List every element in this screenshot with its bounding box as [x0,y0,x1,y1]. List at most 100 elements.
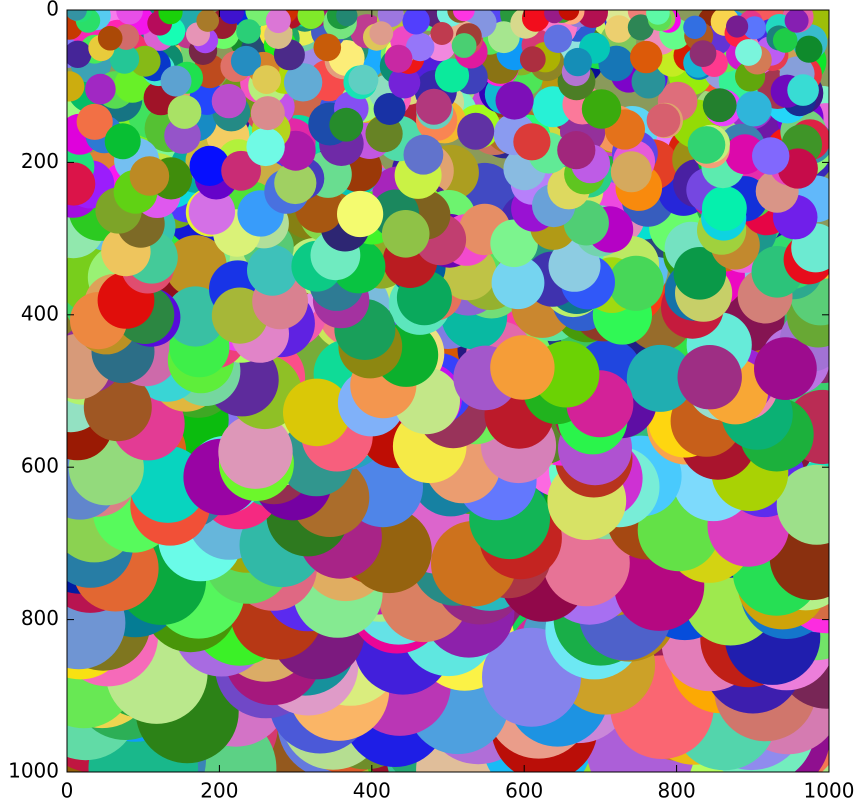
image-cell [158,10,183,25]
image-cell [373,93,406,125]
image-cell [519,46,546,73]
image-cell [558,10,580,21]
y-tick-label: 400 [21,301,59,325]
image-cell [557,131,596,170]
image-cell [772,28,798,53]
image-cell [160,65,192,97]
image-cell [250,96,285,131]
image-cell [402,10,430,35]
image-cell [646,10,670,25]
y-tick-label: 600 [21,454,59,478]
image-cell [776,464,829,545]
image-cell [610,151,652,193]
x-tick-label: 800 [658,779,696,801]
image-cell [67,71,85,102]
image-cell [252,65,281,94]
image-cell [221,150,261,191]
image-cell [491,256,545,310]
image-cell [388,66,421,99]
y-tick-label: 800 [21,606,59,630]
image-cell [219,10,245,25]
image-cell [581,89,622,129]
image-cell [283,63,323,102]
image-cell [247,244,298,296]
image-cell [129,156,170,196]
y-tick-label: 200 [21,149,59,173]
image-cell [795,35,823,63]
image-cell [735,39,762,66]
y-tick-label: 1000 [8,759,59,783]
image-cell [608,255,664,311]
image-cell [406,32,435,62]
image-cell [452,10,475,22]
image-cell [702,88,737,123]
image-cell [451,33,477,58]
x-tick-label: 600 [505,779,543,801]
image-cell [563,47,592,77]
image-cell [702,186,747,231]
image-cell [754,337,817,400]
image-cell [742,16,767,40]
plot-frame [66,9,830,773]
image-cell [211,83,247,119]
image-cell [605,15,633,43]
image-cell [165,286,226,347]
image-cell [167,95,202,129]
image-cell [236,19,261,44]
image-cell [104,123,141,160]
image-cell [337,190,384,238]
x-tick-label: 1000 [804,779,855,801]
x-tick-label: 200 [200,779,238,801]
image-cell [246,127,285,167]
image-cell [687,126,726,164]
image-cell [726,15,749,38]
image-cell [683,15,707,40]
image-cell [85,73,116,105]
image-cell [434,58,470,93]
image-cell [673,246,727,300]
image-cell [627,14,654,41]
image-cell [457,112,495,150]
image-cell [490,335,555,400]
image-cell [274,161,317,205]
image-cell [313,33,342,62]
image-cell [329,107,364,142]
image-cell [787,74,819,106]
image-cell [76,103,113,140]
image-cell [543,519,630,607]
image-cell [283,378,351,447]
image-cell [67,162,96,206]
image-cell [689,40,717,67]
image-cell [230,45,262,77]
image-cell [348,64,379,95]
image-cell [784,10,809,33]
image-cell [297,10,325,29]
image-cell [265,10,291,34]
y-tick-label: 0 [46,0,59,21]
image-cell [196,10,219,32]
image-cell [495,81,534,120]
x-tick-label: 400 [353,779,391,801]
image-cell [677,345,742,410]
image-cell [381,210,430,258]
image-cell [403,134,444,175]
image-cell [513,123,551,161]
image-cell [109,44,140,74]
image-cell [430,22,454,45]
image-cell [646,103,681,138]
image-cell [576,10,608,28]
image-cell [563,200,609,246]
image-cell [218,414,293,489]
image-cells [67,10,829,772]
image-cell [630,40,663,74]
image-cell [490,219,538,268]
image-cell [336,10,358,27]
image-cell [736,90,772,127]
image-cell [67,10,87,21]
image-cell [522,10,550,32]
image-cell [116,10,143,25]
image-cell [532,86,574,128]
image-cell [543,24,573,53]
